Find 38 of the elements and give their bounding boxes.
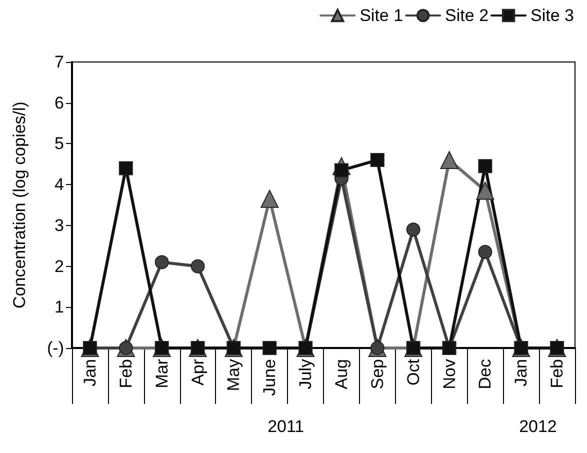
point (190, 259, 205, 274)
point (476, 182, 494, 200)
legend-label: Site 3 (530, 6, 574, 25)
x-tick-label: Feb (116, 359, 136, 388)
y-tick-label: 7 (54, 52, 64, 72)
x-tick-label: Jan (80, 359, 100, 386)
x-tick-label: Aug (332, 359, 351, 390)
x-tick-label: Oct (404, 358, 423, 386)
text: 2011 (268, 417, 304, 436)
x-tick-label: Apr (188, 358, 208, 386)
x-tick-label: Mar (152, 358, 172, 388)
legend-label: Site 1 (360, 6, 404, 25)
y-tick-label: 3 (54, 216, 64, 235)
y-tick-label: 5 (54, 134, 64, 154)
point (406, 222, 420, 237)
point (118, 161, 133, 176)
y-tick-label: (-) (47, 338, 64, 358)
point (478, 244, 492, 259)
y-tick-label: 2 (54, 256, 64, 276)
y-tick-label: 1 (54, 298, 64, 317)
point (478, 159, 492, 174)
x-tick-label: Sep (368, 359, 387, 390)
x-tick-label: Dec (476, 358, 495, 390)
x-tick-label: May (224, 358, 244, 392)
point (440, 151, 458, 170)
y-tick-label: 6 (54, 93, 64, 112)
y-axis-title: Concentration (log copies/l) (10, 102, 29, 308)
text: 2012 (519, 417, 557, 436)
x-tick-label: Jan (512, 359, 531, 386)
y-tick-label: 4 (54, 175, 64, 194)
x-tick-label: July (296, 358, 316, 390)
point (370, 153, 384, 168)
x-tick-label: June (260, 359, 280, 396)
x-tick-label: Nov (440, 358, 459, 390)
point (154, 255, 169, 270)
x-tick-label: Feb (548, 359, 567, 388)
legend-label: Site 2 (445, 6, 489, 25)
point (260, 190, 279, 208)
